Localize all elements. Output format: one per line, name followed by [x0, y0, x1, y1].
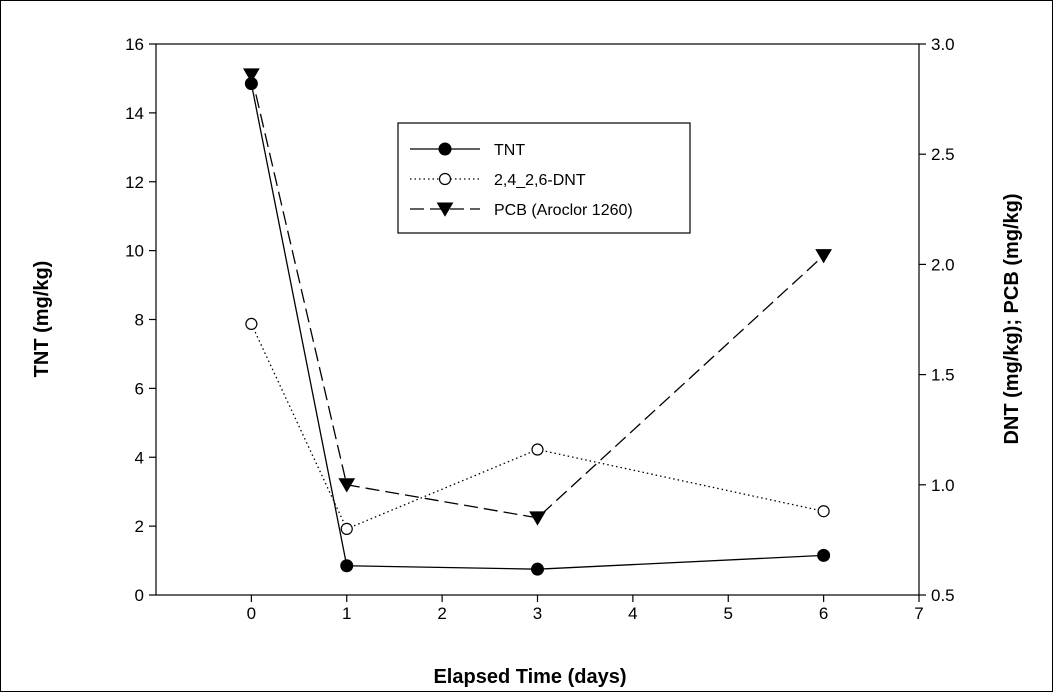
y-left-tick-label: 10: [125, 242, 144, 261]
x-tick-label: 2: [437, 604, 446, 623]
data-point: [531, 443, 544, 456]
x-tick-label: 3: [533, 604, 542, 623]
y-left-tick-label: 12: [125, 173, 144, 192]
y-left-tick-label: 14: [125, 104, 144, 123]
legend-marker: [436, 202, 454, 217]
y-left-tick-label: 2: [135, 517, 144, 536]
x-tick-label: 5: [724, 604, 733, 623]
y-axis-left-title: TNT (mg/kg): [31, 261, 53, 378]
y-left-tick-label: 0: [135, 586, 144, 605]
data-point: [817, 505, 830, 518]
y-left-tick-label: 4: [135, 448, 144, 467]
legend-label: 2,4_2,6-DNT: [494, 172, 586, 189]
y-right-tick-label: 2.0: [931, 255, 955, 274]
legend-box: [397, 122, 691, 234]
data-point: [340, 522, 353, 535]
series-3: [243, 68, 832, 526]
x-tick-label: 1: [342, 604, 351, 623]
legend-label: TNT: [494, 142, 525, 159]
y-right-tick-label: 0.5: [931, 586, 955, 605]
y-right-tick-label: 1.5: [931, 366, 955, 385]
data-point: [529, 511, 546, 526]
x-tick-label: 7: [914, 604, 923, 623]
data-point: [245, 317, 258, 331]
legend-marker: [438, 172, 452, 186]
y-right-tick-label: 1.0: [931, 476, 955, 495]
x-tick-label: 4: [628, 604, 637, 623]
y-left-tick-label: 6: [135, 379, 144, 398]
series-line: [250, 83, 824, 570]
x-tick-label: 6: [819, 604, 828, 623]
y-right-tick-label: 2.5: [931, 145, 955, 164]
y-right-tick-label: 3.0: [931, 35, 955, 54]
y-left-tick-label: 16: [125, 35, 144, 54]
data-point: [817, 548, 831, 562]
series-2: [245, 317, 830, 535]
legend-marker: [438, 142, 452, 156]
data-point: [531, 562, 544, 576]
legend-label: PCB (Aroclor 1260): [494, 202, 633, 219]
data-point: [243, 68, 260, 83]
legend: TNT 2,4_2,6-DNT PCB (Aroclor 1260): [397, 122, 691, 234]
x-tick-label: 0: [247, 604, 256, 623]
y-axis-right-title: DNT (mg/kg); PCB (mg/kg): [1001, 193, 1023, 444]
series-line: [250, 323, 824, 530]
series-line: [250, 74, 825, 519]
data-point: [340, 559, 354, 573]
y-left-tick-label: 8: [135, 311, 144, 330]
data-point: [338, 478, 356, 493]
series-1: [244, 77, 831, 576]
series-layer: [243, 68, 832, 576]
data-point: [815, 249, 832, 264]
x-axis-title: Elapsed Time (days): [433, 666, 626, 688]
